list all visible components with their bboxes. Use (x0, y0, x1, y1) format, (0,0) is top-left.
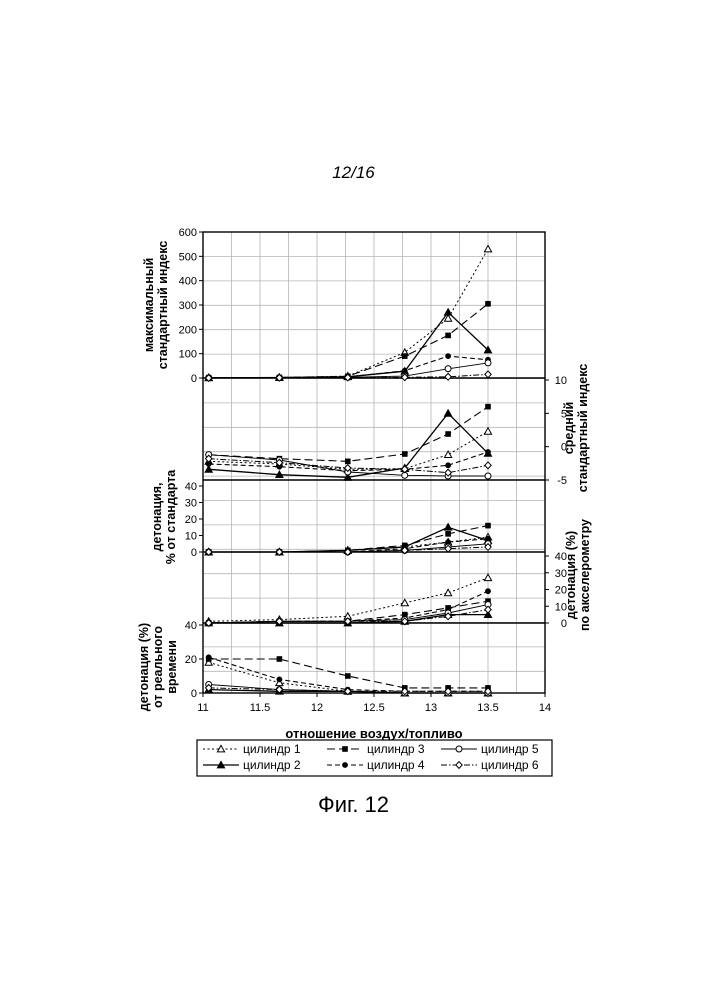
y-axis-label-line: детонация (%) (137, 623, 151, 711)
legend-label: цилиндр 1 (243, 742, 301, 756)
panel-avg_index: 1050-5среднийстандартный индекс (205, 364, 590, 493)
y-axis-label-line: максимальный (142, 258, 156, 352)
legend-entry: цилиндр 4 (327, 758, 425, 772)
legend-entry: цилиндр 1 (203, 742, 301, 756)
data-point (485, 462, 491, 469)
legend-entry: цилиндр 6 (441, 758, 539, 772)
figure-caption: Фиг. 12 (0, 792, 707, 818)
y-tick-label: 500 (179, 251, 197, 263)
legend-marker (456, 746, 462, 752)
legend-entry: цилиндр 3 (327, 742, 425, 756)
data-point (402, 353, 408, 359)
y-tick-label: 300 (179, 300, 197, 312)
data-point (445, 333, 451, 339)
y-tick-label: 400 (179, 276, 197, 288)
y-tick-label: 0 (191, 547, 197, 559)
legend-entry: цилиндр 2 (203, 758, 301, 772)
legend: цилиндр 1 цилиндр 3 цилиндр 5 цилиндр 2 цили… (197, 740, 552, 776)
panel-knock_realtime: 40 20 0 детонация (%)от реальноговремени (137, 620, 492, 711)
data-point (277, 656, 283, 662)
x-tick-label: 11.5 (250, 702, 271, 714)
x-axis-label: отношение воздух/топливо (285, 726, 462, 741)
data-point (345, 673, 351, 679)
y-axis-label-line: детонация, (150, 483, 164, 552)
data-point (485, 523, 491, 529)
data-point (485, 404, 491, 410)
data-point (402, 451, 408, 457)
y-axis-label-line: % от стандарта (164, 469, 178, 565)
data-point (484, 245, 491, 251)
panel-knock_accel: 403020100детонация (%)по акселерометру (205, 519, 592, 631)
y-tick-label: 20 (185, 514, 197, 526)
legend-label: цилиндр 6 (481, 758, 539, 772)
y-tick-label: 40 (185, 620, 197, 632)
data-point (445, 373, 451, 380)
y-axis-label-line: стандартный индекс (156, 241, 170, 370)
data-point (485, 301, 491, 307)
y-tick-label: 0 (191, 373, 197, 385)
y-axis-label: детонация,% от стандарта (150, 469, 178, 565)
legend-entry: цилиндр 5 (441, 742, 539, 756)
legend-label: цилиндр 5 (481, 742, 539, 756)
data-point (445, 366, 451, 372)
y-tick-label: 200 (179, 324, 197, 336)
data-point (485, 588, 491, 594)
x-tick-label: 14 (539, 702, 551, 714)
data-point (485, 473, 491, 479)
data-point (484, 428, 491, 434)
y-tick-label: 20 (185, 654, 197, 666)
y-axis-label-line: по акселерометру (578, 519, 592, 631)
x-tick-label: 12 (311, 702, 323, 714)
y-axis-label: детонация (%)по акселерометру (564, 519, 592, 631)
y-axis-label: максимальныйстандартный индекс (142, 241, 170, 370)
data-point (445, 353, 451, 359)
y-axis-label-line: детонация (%) (564, 531, 578, 619)
y-axis-label: детонация (%)от реальноговремени (137, 623, 179, 711)
y-axis-label-line: стандартный индекс (576, 364, 590, 493)
x-tick-label: 12.5 (363, 702, 384, 714)
y-tick-label: 600 (179, 227, 197, 239)
data-point (445, 531, 451, 537)
x-tick-label: 13 (425, 702, 437, 714)
data-point (276, 677, 282, 683)
legend-label: цилиндр 2 (243, 758, 301, 772)
y-axis-label-line: от реального (151, 626, 165, 708)
legend-marker (342, 762, 348, 768)
data-point (485, 449, 491, 455)
y-tick-label: 0 (191, 688, 197, 700)
panel-knock_standard: 40 30 20 10 0 детонация,% от стандарта (150, 469, 492, 565)
legend-marker (342, 746, 348, 752)
grid (203, 232, 545, 693)
data-point (445, 431, 451, 437)
y-tick-label: 10 (555, 375, 567, 387)
x-tick-label: 13.5 (477, 702, 498, 714)
y-tick-label: 10 (185, 531, 197, 543)
data-point (484, 574, 491, 580)
data-point (485, 360, 491, 366)
legend-label: цилиндр 4 (367, 758, 425, 772)
data-point (345, 459, 351, 465)
y-tick-label: 40 (185, 481, 197, 493)
data-point (445, 589, 452, 595)
data-point (445, 309, 452, 315)
y-tick-label: 100 (179, 349, 197, 361)
y-axis-label-line: времени (165, 640, 179, 694)
y-tick-label: -5 (557, 475, 567, 487)
data-point (206, 654, 212, 660)
data-point (445, 410, 452, 416)
legend-label: цилиндр 3 (367, 742, 425, 756)
x-tick-label: 11 (197, 702, 208, 714)
legend-marker (456, 762, 462, 769)
y-tick-label: 30 (185, 498, 197, 510)
data-point (485, 371, 491, 378)
data-point (445, 462, 451, 468)
y-axis-label-line: средний (562, 402, 576, 454)
